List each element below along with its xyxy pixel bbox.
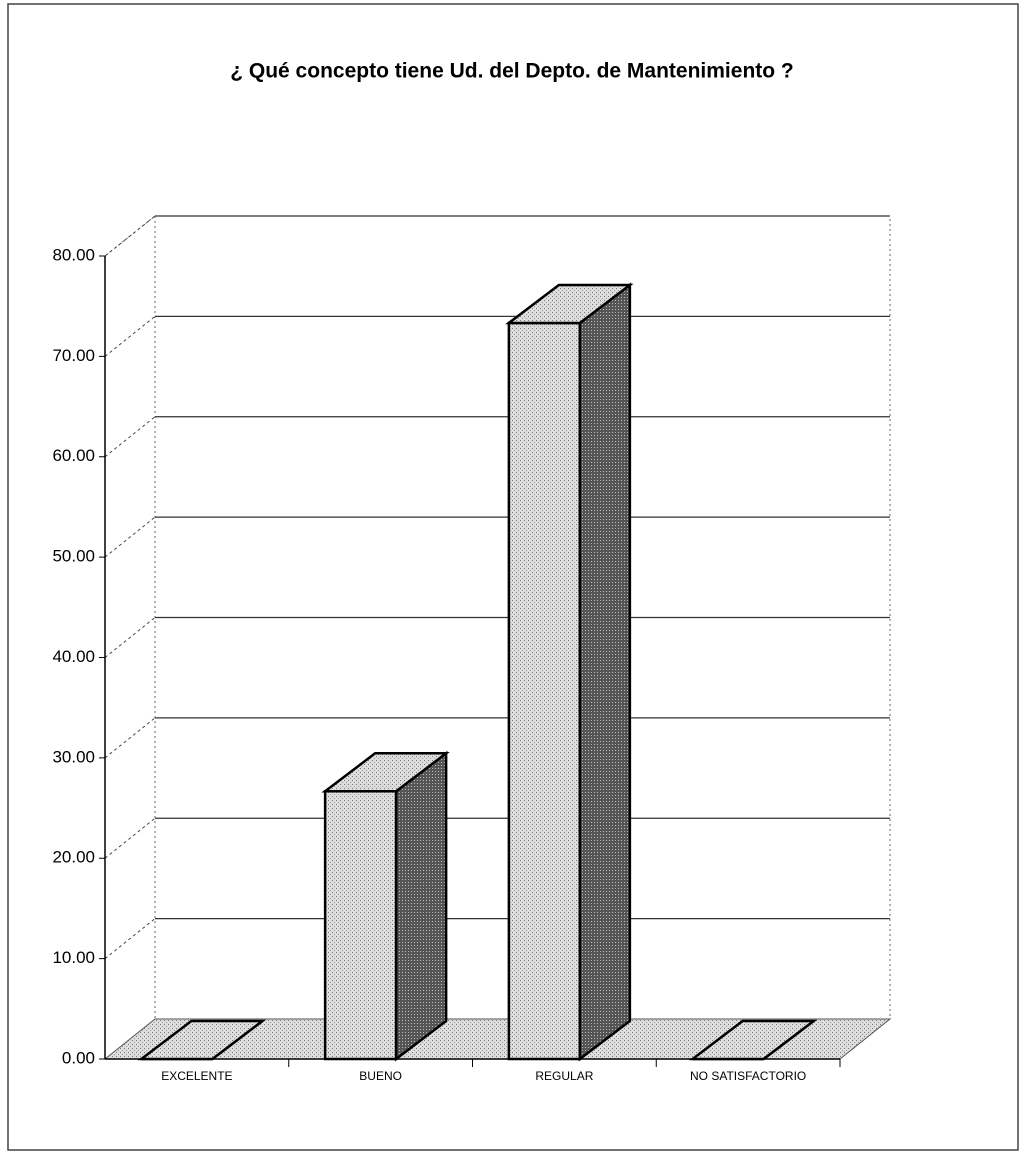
y-tick-label: 10.00	[52, 948, 95, 967]
x-tick-label: NO SATISFACTORIO	[690, 1069, 806, 1083]
grid-line	[104, 918, 156, 960]
bar-top	[505, 283, 634, 325]
bar	[505, 282, 634, 1062]
grid-line	[104, 717, 156, 759]
grid-line	[104, 315, 156, 357]
x-tick-label: REGULAR	[535, 1069, 593, 1083]
bar-front	[323, 790, 398, 1061]
grid-line	[104, 617, 156, 658]
bar	[321, 750, 450, 1062]
y-tick-label: 20.00	[52, 848, 95, 867]
y-tick-label: 60.00	[52, 446, 95, 465]
x-tick-label: EXCELENTE	[161, 1069, 232, 1083]
bar-side	[394, 750, 448, 1062]
wall-outline	[104, 215, 891, 1059]
bar-top	[137, 1019, 267, 1061]
y-tick-label: 0.00	[62, 1048, 95, 1067]
y-tick-label: 30.00	[52, 747, 95, 766]
grid-line	[104, 817, 156, 859]
bar	[688, 1019, 818, 1061]
bar-side	[578, 282, 632, 1062]
x-tick-label: BUENO	[359, 1069, 402, 1083]
grid-line	[104, 215, 156, 257]
y-tick-label: 40.00	[52, 647, 95, 666]
bar	[137, 1019, 267, 1061]
bar-top	[688, 1019, 818, 1061]
bar-front	[507, 321, 582, 1061]
frame	[7, 3, 1019, 1151]
grid-line	[104, 416, 156, 458]
y-tick-label: 50.00	[52, 547, 95, 566]
grid-line	[104, 516, 156, 558]
chart-title: ¿ Qué concepto tiene Ud. del Depto. de M…	[230, 60, 794, 83]
y-tick-label: 80.00	[52, 245, 95, 264]
y-tick-label: 70.00	[52, 346, 95, 365]
bar-top	[321, 752, 450, 793]
